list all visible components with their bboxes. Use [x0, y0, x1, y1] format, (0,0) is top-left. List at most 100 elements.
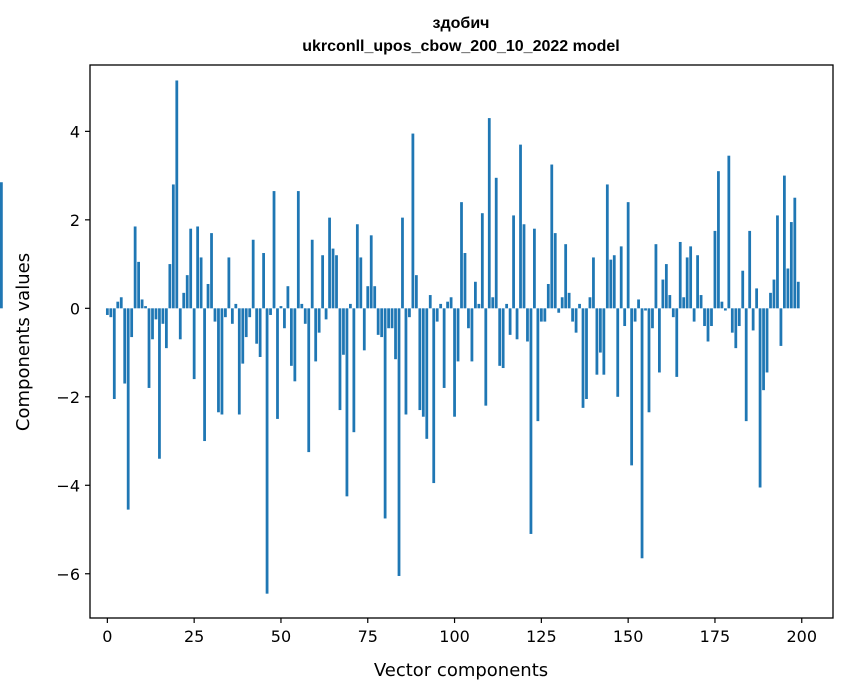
bar-component-128 [550, 164, 554, 309]
bar-component-46 [265, 308, 269, 594]
bar-component-31 [213, 308, 217, 322]
bar-component-138 [585, 308, 588, 400]
bar-component-137 [581, 308, 585, 408]
bar-component-49 [276, 308, 279, 419]
bar-component-192 [772, 279, 776, 309]
bar-component-12 [147, 308, 151, 388]
x-tick-label: 75 [358, 627, 378, 646]
bar-component-112 [494, 177, 498, 309]
bar-component-94 [432, 308, 436, 484]
bar-component-122 [529, 308, 533, 534]
bar-component-102 [460, 202, 463, 309]
bar-component-17 [164, 308, 168, 349]
x-tick-label: 25 [184, 627, 204, 646]
bar-component-87 [408, 308, 411, 318]
bar-component-1 [109, 308, 113, 318]
bar-component-99 [449, 297, 453, 309]
bar-component-65 [331, 248, 335, 309]
bar-component-58 [307, 308, 311, 453]
bar-component-101 [456, 308, 460, 362]
bar-component-193 [776, 215, 779, 309]
bar-component-41 [248, 308, 252, 318]
bar-component-161 [664, 264, 668, 309]
bar-component-105 [470, 308, 474, 362]
bar-component-15 [158, 308, 161, 459]
bar-component-166 [682, 297, 686, 309]
y-axis-label: Components values [13, 253, 34, 431]
bar-component-184 [744, 308, 748, 422]
bar-component-35 [227, 257, 231, 309]
chart-title: здобич [433, 15, 490, 32]
bar-component-182 [737, 308, 741, 327]
bar-component-129 [553, 233, 557, 309]
bar-component-61 [317, 308, 321, 333]
x-tick-label: 175 [700, 627, 731, 646]
bar-component-29 [206, 283, 210, 309]
bar-component-92 [425, 308, 429, 439]
bar-component-114 [501, 308, 505, 369]
bar-component-136 [578, 303, 581, 309]
bar-component-194 [779, 308, 783, 346]
bar-component-124 [536, 308, 540, 422]
bar-component-34 [224, 308, 227, 318]
bar-component-66 [335, 255, 338, 309]
bar-component-162 [668, 295, 672, 309]
bar-component-67 [338, 308, 342, 411]
bar-component-72 [355, 224, 359, 309]
plot-frame [89, 64, 834, 619]
bar-component-71 [352, 308, 356, 433]
bar-component-127 [546, 283, 550, 309]
bar-component-110 [487, 118, 491, 309]
bar-component-6 [126, 308, 130, 510]
bar-component-150 [626, 202, 630, 309]
bar-component-179 [727, 155, 731, 309]
bar-component-172 [703, 308, 706, 327]
bar-component-45 [262, 253, 265, 309]
bar-component-43 [255, 308, 259, 344]
bar-component-133 [567, 292, 571, 309]
bar-component-149 [623, 308, 627, 327]
bar-component-27 [199, 257, 203, 309]
bar-component-187 [755, 288, 759, 309]
bar-component-151 [630, 308, 634, 466]
bar-component-54 [293, 308, 297, 382]
bar-component-47 [269, 308, 272, 315]
bar-component-74 [362, 308, 366, 351]
bar-component-107 [477, 303, 481, 309]
bar-component-14 [154, 308, 158, 320]
bar-component-53 [289, 308, 293, 366]
bar-component-42 [251, 239, 255, 309]
bar-component-113 [498, 308, 502, 366]
bar-component-178 [723, 308, 727, 311]
bar-component-26 [196, 226, 200, 309]
bar-component-84 [397, 308, 401, 576]
bar-component-123 [533, 228, 536, 309]
bar-component-76 [369, 235, 373, 309]
bar-component-82 [390, 308, 394, 329]
bar-component-56 [300, 303, 304, 309]
bar-component-196 [786, 268, 790, 309]
bar-component-140 [592, 257, 595, 309]
bar-component-168 [689, 246, 693, 309]
bar-component-80 [383, 308, 387, 519]
bar-component-96 [439, 303, 443, 309]
bar-component-174 [710, 308, 713, 327]
bar-component-148 [619, 246, 623, 309]
bar-component-36 [230, 308, 234, 324]
bar-component-164 [675, 308, 679, 377]
bar-component-64 [328, 217, 331, 309]
bar-component-13 [151, 308, 154, 340]
bar-component-88 [411, 133, 415, 309]
bar-component-79 [380, 308, 384, 338]
bar-component-106 [474, 281, 477, 309]
bar-component-116 [508, 308, 512, 335]
bar-component-39 [241, 308, 245, 364]
bar-component-160 [661, 279, 665, 309]
x-tick-label: 0 [102, 627, 112, 646]
bar-component-183 [741, 270, 745, 309]
bar-component-185 [748, 230, 752, 309]
bar-component-135 [574, 308, 578, 333]
bar-component-198 [793, 197, 797, 309]
bar-component-132 [564, 244, 568, 309]
